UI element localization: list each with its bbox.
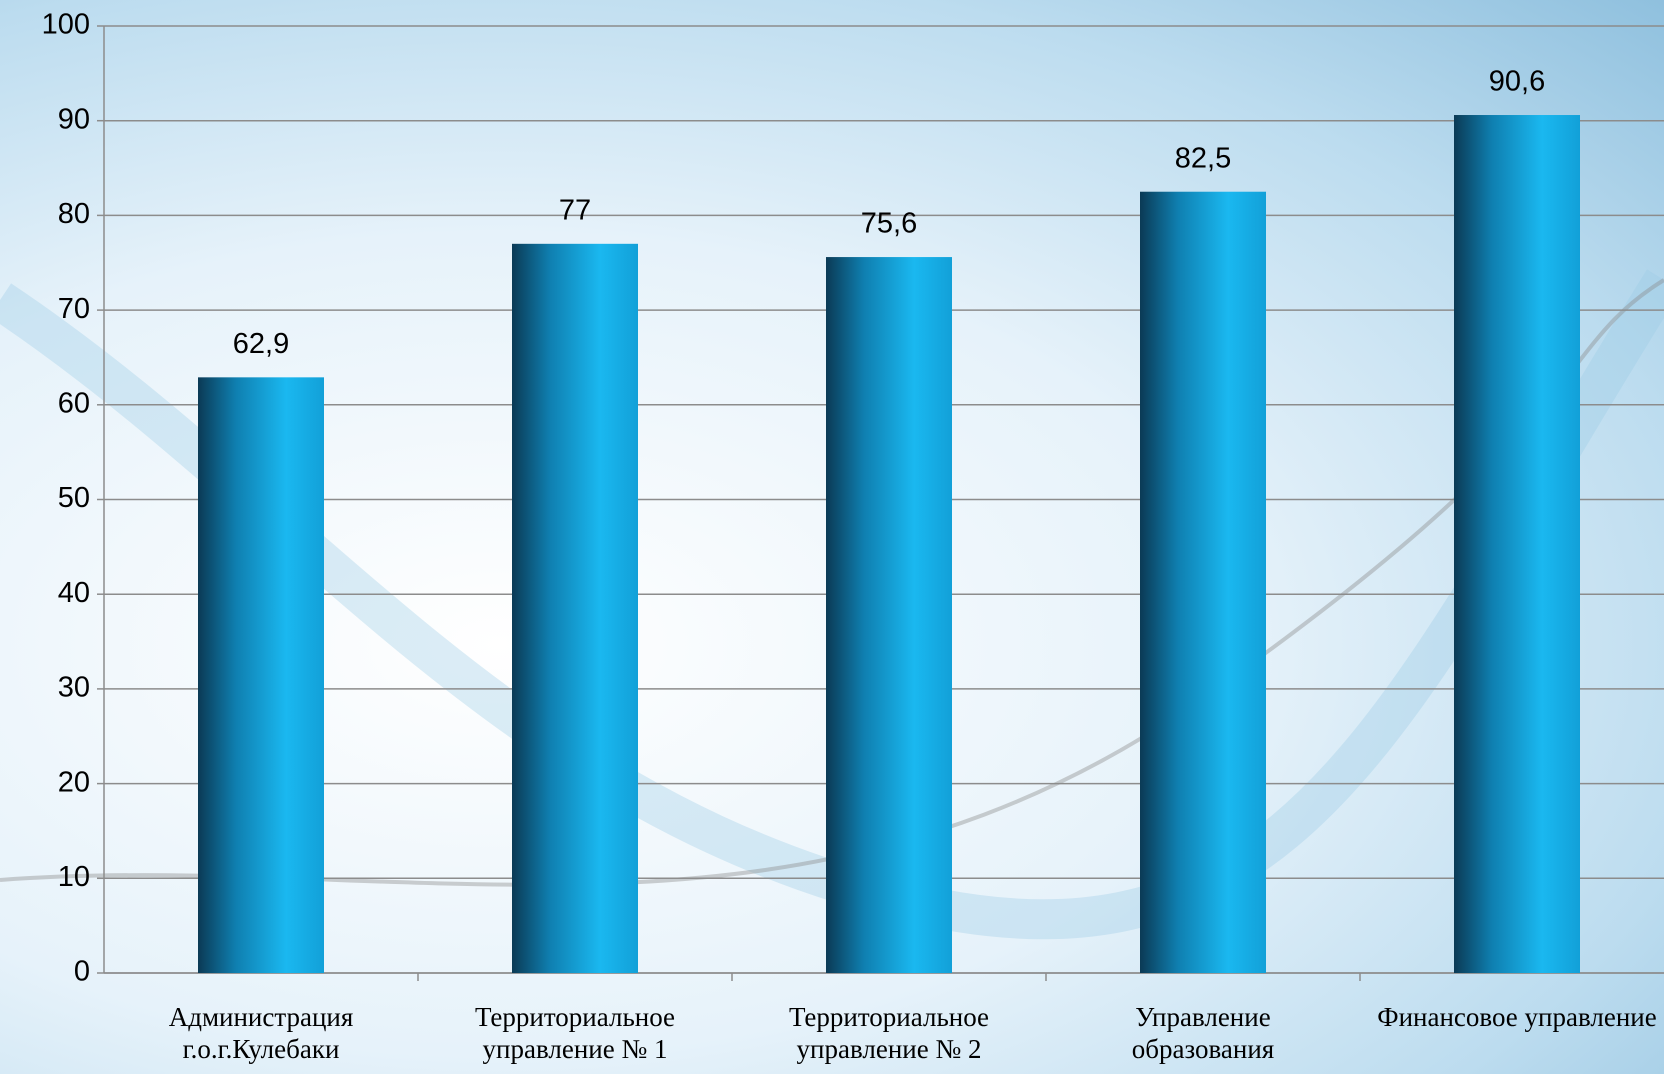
y-tick-label: 80 (58, 198, 90, 230)
bar (198, 377, 324, 973)
y-tick-label: 20 (58, 766, 90, 798)
data-label: 62,9 (233, 328, 289, 360)
y-tick-label: 10 (58, 861, 90, 893)
y-tick-label: 30 (58, 672, 90, 704)
x-tick-label: Территориальное управление № 2 (788, 1002, 990, 1064)
data-label: 75,6 (861, 208, 917, 240)
x-tick-label: Администрация г.о.г.Кулебаки (168, 1002, 354, 1064)
data-label: 90,6 (1489, 66, 1545, 98)
y-tick-label: 40 (58, 577, 90, 609)
y-tick-label: 0 (74, 956, 90, 988)
x-tick-label: Территориальное управление № 1 (474, 1002, 676, 1064)
x-tick-label: Финансовое управление (1377, 1002, 1657, 1032)
y-tick-label: 90 (58, 103, 90, 135)
bar (1454, 115, 1580, 973)
bar (512, 243, 638, 973)
y-tick-label: 60 (58, 387, 90, 419)
y-tick-label: 100 (42, 9, 90, 41)
data-label: 77 (559, 194, 591, 226)
bar (1140, 191, 1266, 974)
data-label: 82,5 (1175, 142, 1231, 174)
y-tick-label: 50 (58, 482, 90, 514)
bar (826, 257, 952, 973)
y-tick-label: 70 (58, 293, 90, 325)
x-tick-label: Управление образования (1131, 1002, 1275, 1064)
